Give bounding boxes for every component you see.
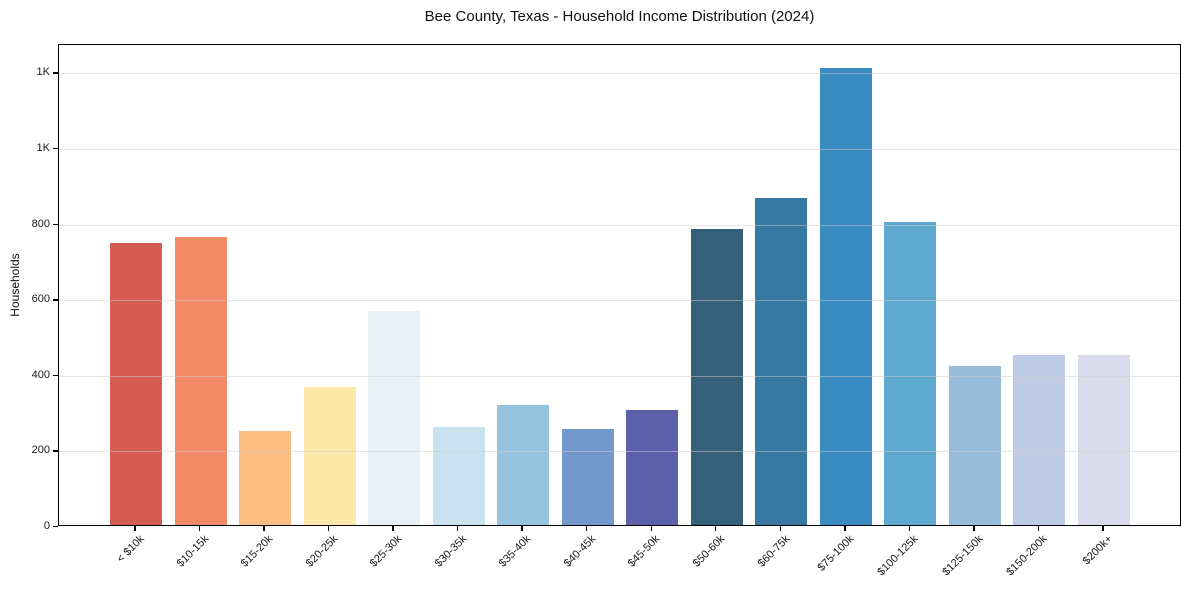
y-tick-label: 200 — [31, 444, 50, 457]
gridline — [59, 375, 1180, 377]
gridline — [59, 300, 1180, 302]
plot-area — [58, 44, 1181, 526]
gridline — [59, 148, 1180, 150]
x-tick-label: $100-125k — [875, 533, 921, 579]
x-tick-label: $45-50k — [626, 533, 663, 570]
bar — [174, 236, 227, 525]
x-tick-label: $200k+ — [1080, 533, 1115, 568]
chart-title: Bee County, Texas - Household Income Dis… — [424, 8, 815, 25]
gridline — [59, 73, 1180, 75]
x-tick-label: $40-45k — [561, 533, 599, 570]
bar — [1077, 354, 1130, 525]
x-axis-tick-mark — [586, 526, 588, 531]
y-axis-tick-mark — [53, 526, 58, 528]
y-axis-tick-mark — [53, 72, 58, 74]
x-axis-tick-mark — [1037, 526, 1040, 531]
y-axis-tick-mark — [53, 147, 58, 150]
y-axis-tick-mark — [53, 223, 58, 225]
gridline — [59, 451, 1180, 453]
y-axis-tick-mark — [53, 450, 58, 452]
x-axis-tick-mark — [1102, 526, 1104, 531]
bar — [626, 409, 679, 525]
y-axis-label: Households — [8, 253, 22, 317]
y-tick-label: 1K — [36, 66, 50, 79]
y-tick-label: 800 — [31, 217, 50, 230]
x-axis-tick-mark — [650, 526, 652, 531]
y-tick-label: 400 — [31, 368, 50, 381]
x-tick-label: $60-75k — [755, 533, 792, 570]
bar — [561, 428, 614, 525]
y-tick-label: 600 — [31, 293, 50, 306]
x-tick-label: < $10k — [114, 533, 147, 566]
x-axis-tick-mark — [973, 526, 975, 531]
bar — [432, 426, 485, 525]
y-tick-label: 1K — [36, 141, 50, 154]
x-tick-label: $50-60k — [690, 533, 728, 570]
y-axis-tick-mark — [53, 299, 58, 301]
x-axis-tick-mark — [521, 526, 523, 531]
bar — [303, 387, 356, 525]
x-axis-tick-mark — [844, 526, 846, 531]
bar — [497, 404, 550, 525]
x-tick-label: $15-20k — [238, 533, 276, 570]
bar — [690, 229, 743, 525]
x-axis-tick-mark — [263, 526, 265, 531]
x-tick-label: $30-35k — [432, 533, 470, 570]
x-tick-label: $150-200k — [1004, 533, 1050, 579]
bar — [948, 366, 1001, 525]
bar — [110, 243, 162, 525]
gridline — [59, 224, 1180, 226]
x-axis-tick-mark — [779, 526, 781, 531]
x-tick-label: $10-15k — [174, 533, 212, 570]
x-axis-tick-mark — [908, 526, 911, 531]
bar — [755, 197, 808, 525]
bar — [368, 310, 421, 525]
bar — [884, 221, 937, 525]
bar — [819, 67, 872, 525]
x-tick-label: $75-100k — [815, 533, 857, 574]
x-axis-tick-mark — [392, 526, 394, 531]
x-tick-label: $125-150k — [940, 533, 986, 579]
x-tick-label: $35-40k — [497, 533, 534, 570]
x-axis-tick-mark — [327, 526, 330, 531]
y-tick-label: 0 — [43, 520, 50, 532]
x-axis-tick-mark — [134, 526, 136, 531]
x-tick-label: $25-30k — [368, 533, 405, 570]
x-axis-tick-mark — [456, 526, 459, 531]
x-axis-tick-mark — [715, 526, 717, 531]
bar — [1013, 354, 1066, 525]
bar — [239, 430, 292, 525]
x-tick-label: $20-25k — [303, 533, 341, 570]
x-axis-tick-mark — [198, 526, 201, 531]
y-axis-tick-mark — [53, 374, 58, 377]
